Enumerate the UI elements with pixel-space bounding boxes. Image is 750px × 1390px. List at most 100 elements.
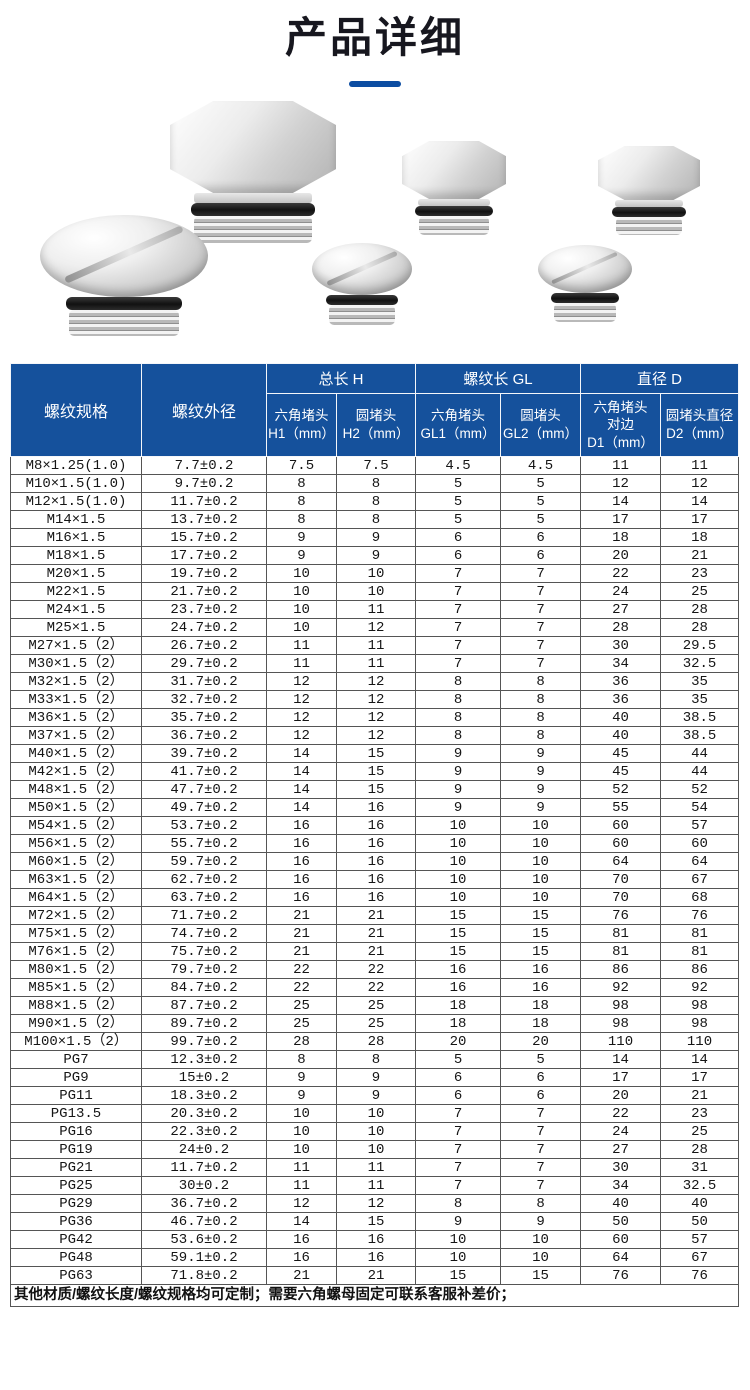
table-row: M32×1.5（2） 31.7±0.2 12 12 8 8 36 35 bbox=[10, 672, 740, 692]
table-cell: 38.5 bbox=[660, 726, 740, 746]
table-cell: 16 bbox=[335, 852, 417, 872]
table-cell: 64 bbox=[660, 852, 740, 872]
table-cell: 76 bbox=[660, 1266, 740, 1286]
table-cell: 92 bbox=[660, 978, 740, 998]
table-cell: 11 bbox=[335, 636, 417, 656]
table-cell: 12 bbox=[266, 726, 337, 746]
table-cell: 40 bbox=[580, 1194, 662, 1214]
hex-head-icon bbox=[402, 141, 506, 200]
table-cell: 57 bbox=[660, 1230, 740, 1250]
o-ring-icon bbox=[415, 206, 493, 217]
table-row: PG9 15±0.2 9 9 6 6 17 17 bbox=[10, 1068, 740, 1088]
table-cell: 16 bbox=[500, 978, 582, 998]
table-cell: 18 bbox=[415, 996, 502, 1016]
table-row: M54×1.5（2） 53.7±0.2 16 16 10 10 60 57 bbox=[10, 816, 740, 836]
table-cell: 11 bbox=[266, 1158, 337, 1178]
table-cell: M88×1.5（2） bbox=[10, 996, 142, 1016]
table-cell: 110 bbox=[580, 1032, 662, 1052]
table-row: M40×1.5（2） 39.7±0.2 14 15 9 9 45 44 bbox=[10, 744, 740, 764]
table-cell: 16 bbox=[335, 816, 417, 836]
table-row: M56×1.5（2） 55.7±0.2 16 16 10 10 60 60 bbox=[10, 834, 740, 854]
table-cell: 12 bbox=[335, 690, 417, 710]
table-cell: 7 bbox=[415, 1104, 502, 1124]
thread-icon bbox=[616, 217, 682, 236]
table-cell: 20 bbox=[415, 1032, 502, 1052]
table-cell: 7 bbox=[500, 1176, 582, 1196]
table-cell: 8 bbox=[266, 510, 337, 530]
table-cell: 31 bbox=[660, 1158, 740, 1178]
table-row: M14×1.5 13.7±0.2 8 8 5 5 17 17 bbox=[10, 510, 740, 530]
table-cell: 8 bbox=[415, 1194, 502, 1214]
thread-icon bbox=[554, 303, 616, 323]
table-cell: M20×1.5 bbox=[10, 564, 142, 584]
table-cell: M72×1.5（2） bbox=[10, 906, 142, 926]
table-cell: 12 bbox=[266, 1194, 337, 1214]
table-cell: 62.7±0.2 bbox=[141, 870, 267, 890]
table-cell: 15 bbox=[335, 1212, 417, 1232]
table-cell: 10 bbox=[500, 888, 582, 908]
table-cell: 9 bbox=[415, 744, 502, 764]
table-cell: 11 bbox=[335, 1158, 417, 1178]
table-cell: M10×1.5(1.0) bbox=[10, 474, 142, 494]
table-cell: 7.7±0.2 bbox=[141, 456, 267, 476]
table-cell: 10 bbox=[500, 816, 582, 836]
header-group-total-length: 总长 H bbox=[265, 363, 417, 395]
table-cell: 15 bbox=[415, 942, 502, 962]
thread-icon bbox=[194, 216, 312, 244]
table-cell: M48×1.5（2） bbox=[10, 780, 142, 800]
table-cell: 21 bbox=[335, 1266, 417, 1286]
table-cell: 8 bbox=[500, 672, 582, 692]
table-cell: M85×1.5（2） bbox=[10, 978, 142, 998]
table-row: M100×1.5（2） 99.7±0.2 28 28 20 20 110 110 bbox=[10, 1032, 740, 1052]
table-cell: 11 bbox=[266, 654, 337, 674]
table-cell: 11.7±0.2 bbox=[141, 1158, 267, 1178]
table-row: M72×1.5（2） 71.7±0.2 21 21 15 15 76 76 bbox=[10, 906, 740, 926]
table-cell: 11 bbox=[266, 1176, 337, 1196]
table-cell: 10 bbox=[266, 564, 337, 584]
table-cell: 6 bbox=[500, 1068, 582, 1088]
table-cell: 22.3±0.2 bbox=[141, 1122, 267, 1142]
table-cell: 92 bbox=[580, 978, 662, 998]
table-cell: 87.7±0.2 bbox=[141, 996, 267, 1016]
table-cell: 71.7±0.2 bbox=[141, 906, 267, 926]
table-cell: PG19 bbox=[10, 1140, 142, 1160]
table-cell: M16×1.5 bbox=[10, 528, 142, 548]
table-cell: 53.7±0.2 bbox=[141, 816, 267, 836]
table-cell: 35 bbox=[660, 672, 740, 692]
table-cell: 10 bbox=[500, 870, 582, 890]
table-cell: 16 bbox=[500, 960, 582, 980]
table-cell: 30 bbox=[580, 1158, 662, 1178]
table-row: M88×1.5（2） 87.7±0.2 25 25 18 18 98 98 bbox=[10, 996, 740, 1016]
product-photos bbox=[0, 93, 750, 355]
table-cell: 10 bbox=[266, 618, 337, 638]
table-cell: M33×1.5（2） bbox=[10, 690, 142, 710]
table-cell: 41.7±0.2 bbox=[141, 762, 267, 782]
table-cell: 25 bbox=[660, 582, 740, 602]
table-cell: 8 bbox=[335, 510, 417, 530]
table-cell: 98 bbox=[580, 1014, 662, 1034]
table-cell: 5 bbox=[500, 492, 582, 512]
header-d1: 六角堵头 对边 D1（mm） bbox=[580, 393, 662, 458]
header-outer-diameter: 螺纹外径 bbox=[141, 363, 267, 458]
table-row: PG19 24±0.2 10 10 7 7 27 28 bbox=[10, 1140, 740, 1160]
table-cell: 10 bbox=[335, 1104, 417, 1124]
table-cell: 52 bbox=[580, 780, 662, 800]
table-cell: 10 bbox=[415, 1248, 502, 1268]
header-gl2: 圆堵头 GL2（mm） bbox=[500, 393, 582, 458]
table-cell: 8 bbox=[335, 474, 417, 494]
table-cell: 16 bbox=[335, 798, 417, 818]
o-ring-icon bbox=[326, 295, 398, 306]
table-cell: 53.6±0.2 bbox=[141, 1230, 267, 1250]
table-cell: 28 bbox=[660, 1140, 740, 1160]
table-cell: 54 bbox=[660, 798, 740, 818]
table-cell: 23.7±0.2 bbox=[141, 600, 267, 620]
table-cell: 12 bbox=[266, 690, 337, 710]
spec-table-body: M8×1.25(1.0) 7.7±0.2 7.5 7.5 4.5 4.5 11 11 M10×1… bbox=[10, 456, 740, 1286]
table-cell: 16 bbox=[335, 1248, 417, 1268]
table-cell: M8×1.25(1.0) bbox=[10, 456, 142, 476]
table-cell: PG21 bbox=[10, 1158, 142, 1178]
table-cell: 7 bbox=[415, 636, 502, 656]
table-row: M37×1.5（2） 36.7±0.2 12 12 8 8 40 38.5 bbox=[10, 726, 740, 746]
table-cell: 21 bbox=[266, 906, 337, 926]
table-cell: 10 bbox=[266, 1140, 337, 1160]
